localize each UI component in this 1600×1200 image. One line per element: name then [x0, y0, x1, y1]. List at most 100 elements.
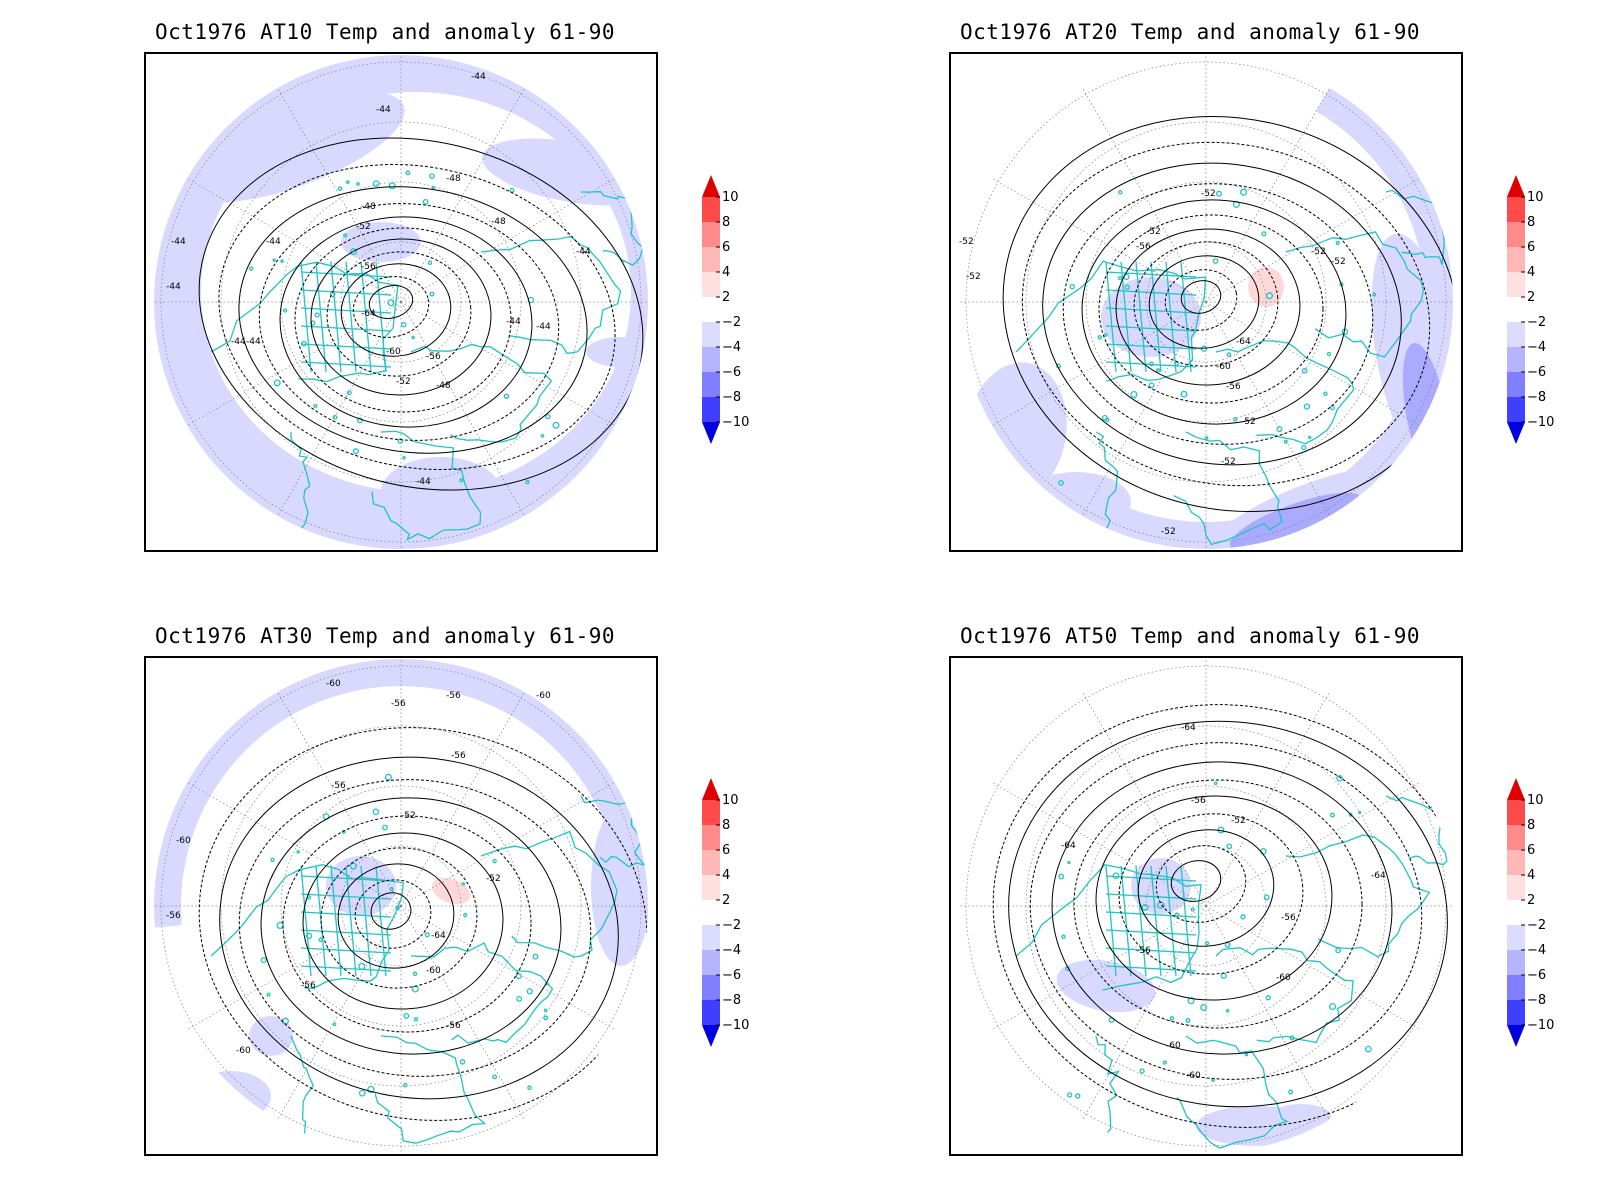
island	[367, 1085, 375, 1094]
contour-line	[326, 251, 472, 377]
island	[400, 321, 407, 328]
coastline-path	[480, 235, 622, 355]
meridian-line	[400, 689, 527, 907]
legend-swatch	[702, 1000, 720, 1025]
polar-map: -60 -60 -60 -60 -56 -56 -56 -56 -56 -56 -56 -52 -52 -…	[144, 656, 658, 1156]
legend-swatch	[702, 347, 720, 372]
contour-label: -52	[1146, 227, 1161, 237]
island	[516, 995, 523, 1002]
contour-line	[294, 227, 512, 413]
island	[1289, 1035, 1295, 1041]
contour-label: -56	[446, 1021, 461, 1031]
island	[463, 913, 468, 918]
legend-swatch	[702, 322, 720, 347]
legend-label: 10	[1527, 190, 1544, 205]
border-line	[1150, 865, 1162, 977]
island	[1156, 368, 1161, 373]
legend-arrow-top	[1507, 175, 1525, 197]
legend-label: 6	[1527, 843, 1535, 858]
contour-label: -60	[386, 347, 401, 357]
meridian-line	[400, 905, 527, 1123]
coastline-path	[580, 190, 644, 266]
contour-label: -44	[166, 282, 181, 292]
legend-swatch	[1507, 975, 1525, 1000]
contour-line	[1155, 845, 1247, 923]
island	[1265, 292, 1274, 300]
island	[402, 456, 406, 460]
border-line	[300, 965, 392, 972]
border-line	[1135, 261, 1147, 373]
map-disc	[959, 55, 1453, 549]
legend-label: −4	[722, 340, 741, 355]
legend-label: −6	[722, 968, 741, 983]
meridian-line	[1205, 689, 1332, 907]
island	[1174, 912, 1180, 918]
panel-title: Oct1976 AT10 Temp and anomaly 61-90	[155, 20, 616, 44]
legend-swatch	[1507, 925, 1525, 950]
anomaly-shading	[965, 85, 1453, 549]
border-line	[375, 865, 387, 977]
contour-label: -52	[1231, 816, 1246, 826]
contour-label: -52	[1161, 527, 1176, 537]
border-line	[1105, 343, 1197, 350]
contour-line	[337, 863, 455, 969]
contour-line	[1021, 141, 1431, 487]
island	[532, 953, 539, 960]
island	[492, 858, 497, 864]
meridian-line	[1205, 905, 1332, 1123]
meridian-line	[1205, 301, 1423, 428]
contour-label: -60	[1166, 1041, 1181, 1051]
contour-line	[1137, 829, 1275, 947]
border-line	[1105, 865, 1117, 977]
color-legend: 10 8 6 4 2 −2 −4 −6 −8 −10	[700, 778, 760, 1068]
island	[1329, 812, 1335, 818]
meridian-line	[1080, 301, 1207, 519]
meridian-line	[275, 905, 402, 1123]
border-line	[1105, 929, 1197, 936]
anomaly-region	[586, 337, 648, 367]
border-line	[315, 261, 327, 373]
island	[372, 808, 380, 815]
legend-label: −4	[1527, 943, 1546, 958]
anomaly-region	[1056, 959, 1156, 1013]
island	[1220, 972, 1227, 979]
legend-label: 2	[1527, 893, 1535, 908]
island	[314, 312, 320, 318]
island	[260, 957, 267, 964]
contour-label: -64	[1371, 871, 1386, 881]
island	[1067, 1092, 1073, 1098]
island	[387, 299, 395, 307]
contour-label: -44	[376, 105, 391, 115]
island	[427, 260, 433, 266]
contour-label: -56	[166, 911, 181, 921]
contour-line	[219, 756, 619, 1100]
island	[1265, 995, 1271, 1001]
island	[459, 1059, 466, 1065]
island	[1117, 275, 1123, 281]
polar-map-svg: -52-52-52-52-52-52-52-52-52-52-56-56-60-…	[959, 55, 1453, 549]
legend-swatch	[1507, 1000, 1525, 1025]
contour-label: -56	[426, 352, 441, 362]
contour-label: -48	[446, 174, 461, 184]
legend-label: −6	[1527, 365, 1546, 380]
legend-label: 8	[722, 215, 730, 230]
coastline-path	[290, 1035, 314, 1141]
island	[1103, 332, 1108, 337]
legend-swatch	[1507, 322, 1525, 347]
island	[1233, 417, 1238, 422]
anomaly-region	[591, 806, 648, 966]
contour-label: -56	[1191, 796, 1206, 806]
island	[1244, 1052, 1249, 1057]
color-legend-bar: 10 8 6 4 2 −2 −4 −6 −8 −10	[1507, 778, 1554, 1047]
anomaly-region	[154, 659, 648, 928]
contour-label: -60	[1276, 973, 1291, 983]
island	[343, 233, 348, 238]
anomaly-region	[1229, 492, 1363, 549]
island	[1263, 894, 1270, 901]
island	[372, 180, 380, 187]
contour-line	[218, 163, 616, 471]
contour-label: -44	[506, 317, 521, 327]
legend-label: −10	[1527, 415, 1554, 430]
map-disc	[154, 55, 648, 549]
island	[384, 773, 392, 781]
